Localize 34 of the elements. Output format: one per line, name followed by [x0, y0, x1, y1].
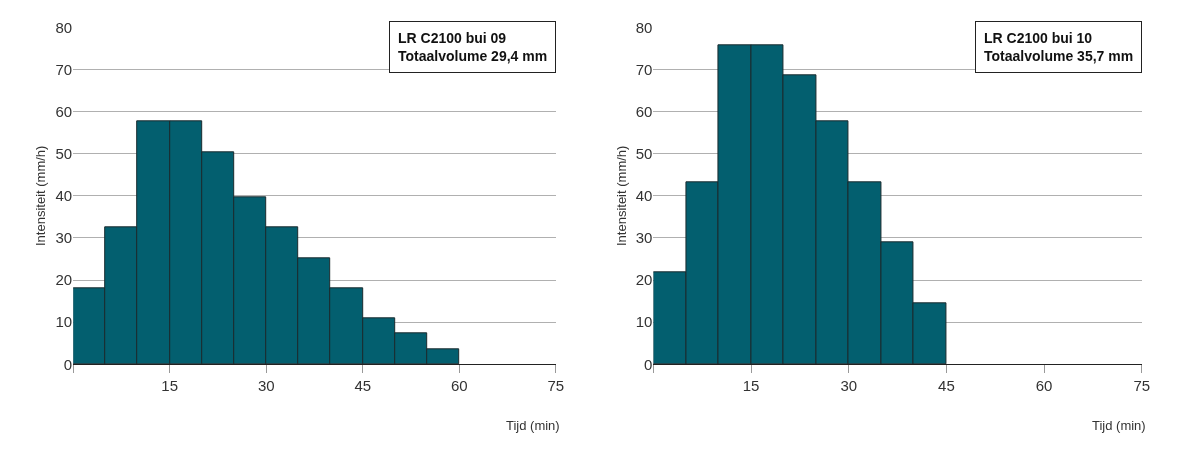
y-tick-label: 60 [55, 102, 73, 120]
y-tick-label: 50 [55, 144, 73, 162]
x-tick-label: 45 [938, 377, 955, 395]
y-tick-label: 70 [635, 60, 653, 78]
y-tick-label: 60 [635, 102, 653, 120]
x-axis-title: Tijd (min) [506, 418, 560, 433]
annotation: LR C2100 bui 10 Totaalvolume 35,7 mm [984, 30, 1134, 65]
y-tick-label: 80 [55, 18, 73, 36]
x-axis-title: Tijd (min) [1092, 418, 1146, 433]
x-tick-label: 30 [257, 377, 275, 395]
y-tick-label: 40 [635, 187, 653, 205]
y-tick-label: 10 [635, 313, 653, 331]
y-tick-label: 0 [63, 355, 73, 373]
y-axis-title: Intensiteit (mm/h) [33, 145, 49, 247]
x-tick-label: 15 [742, 377, 760, 395]
annotation: LR C2100 bui 09 Totaalvolume 29,4 mm [398, 30, 548, 65]
x-tick-label: 75 [1133, 377, 1151, 395]
y-tick-label: 10 [55, 313, 73, 331]
x-tick-label: 45 [354, 377, 372, 395]
y-tick-label: 50 [635, 144, 653, 162]
y-tick-label: 40 [55, 187, 73, 205]
x-tick-label: 60 [1035, 377, 1053, 395]
y-tick-label: 30 [55, 229, 73, 247]
y-tick-label: 0 [644, 355, 653, 373]
y-tick-label: 20 [635, 271, 653, 289]
x-tick-label: 30 [840, 377, 858, 395]
y-axis-title: Intensiteit (mm/h) [613, 145, 629, 247]
y-tick-label: 70 [55, 60, 73, 78]
y-tick-label: 80 [635, 18, 653, 36]
y-tick-label: 20 [55, 271, 73, 289]
x-tick-label: 60 [450, 377, 468, 395]
y-tick-label: 30 [635, 229, 653, 247]
x-tick-label: 15 [161, 377, 179, 395]
x-tick-label: 75 [547, 377, 565, 395]
